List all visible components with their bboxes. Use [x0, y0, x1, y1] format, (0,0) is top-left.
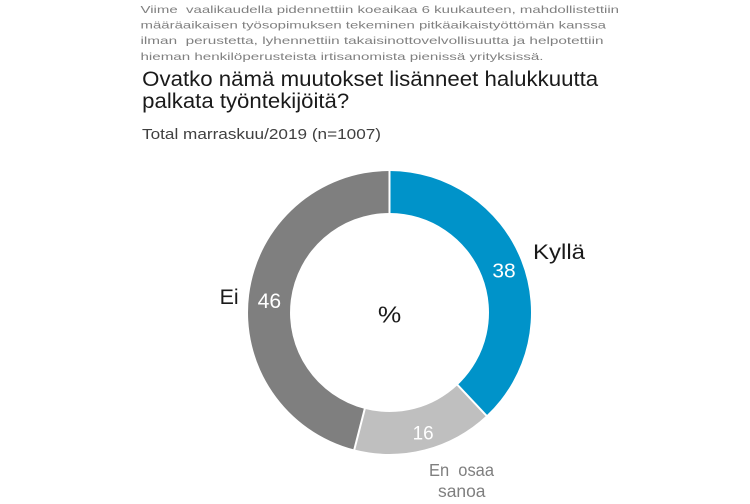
svg-text:Total marraskuu/2019 (n=1007): Total marraskuu/2019 (n=1007): [142, 127, 381, 143]
svg-text:palkata työntekijöitä?: palkata työntekijöitä?: [142, 89, 349, 113]
svg-text:sanoa: sanoa: [438, 481, 486, 499]
svg-text:%: %: [378, 302, 401, 328]
svg-text:En osaa: En osaa: [429, 460, 494, 480]
svg-text:46: 46: [258, 290, 282, 313]
svg-text:16: 16: [413, 423, 434, 445]
svg-text:Ei: Ei: [220, 285, 239, 309]
svg-text:Ovatko nämä muutokset lisännee: Ovatko nämä muutokset lisänneet halukkuu…: [142, 67, 598, 91]
svg-text:Kyllä: Kyllä: [533, 240, 585, 264]
svg-text:määräaikaisen työsopimuksen te: määräaikaisen työsopimuksen tekeminen pi…: [141, 20, 607, 32]
svg-text:ilman perustetta, lyhennettii: ilman perustetta, lyhennettiin takaisino…: [141, 35, 604, 47]
svg-text:hieman henkilöperusteista irti: hieman henkilöperusteista irtisanomista …: [141, 51, 544, 63]
svg-text:Viime vaalikaudella pidennett: Viime vaalikaudella pidennettiin koeaika…: [141, 4, 620, 16]
svg-text:38: 38: [492, 260, 515, 282]
